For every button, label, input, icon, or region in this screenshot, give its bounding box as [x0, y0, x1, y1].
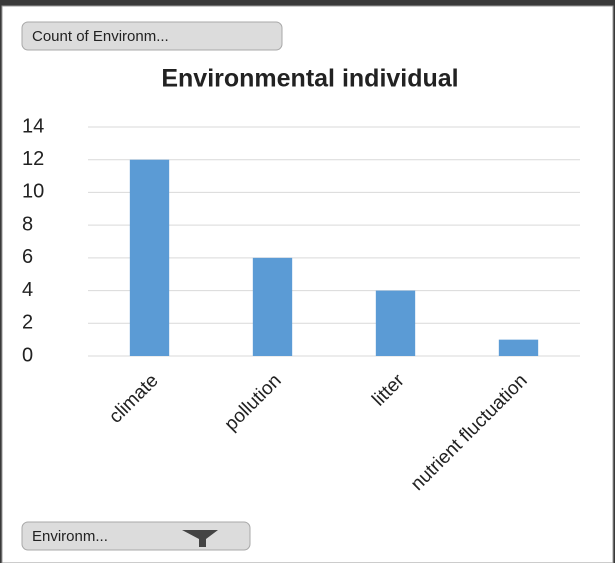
chart-area: [1, 5, 614, 563]
y-tick-label: 14: [22, 115, 44, 137]
bar: [498, 339, 539, 356]
y-tick-label: 4: [22, 279, 33, 301]
value-field-label: Count of Environm...: [32, 28, 169, 45]
y-tick-label: 12: [22, 148, 44, 170]
bar: [252, 257, 293, 356]
y-tick-label: 10: [22, 181, 44, 203]
filter-icon[interactable]: [182, 530, 218, 547]
bar: [375, 290, 416, 356]
y-tick-label: 2: [22, 312, 33, 334]
y-tick-label: 6: [22, 246, 33, 268]
axis-field-label: Environm...: [32, 528, 108, 545]
bar: [129, 159, 170, 356]
chart-title: Environmental individual: [161, 65, 458, 93]
y-tick-label: 8: [22, 213, 33, 235]
axis-field-button[interactable]: [21, 521, 251, 551]
y-tick-label: 0: [22, 344, 33, 366]
value-field-button[interactable]: [21, 21, 283, 51]
